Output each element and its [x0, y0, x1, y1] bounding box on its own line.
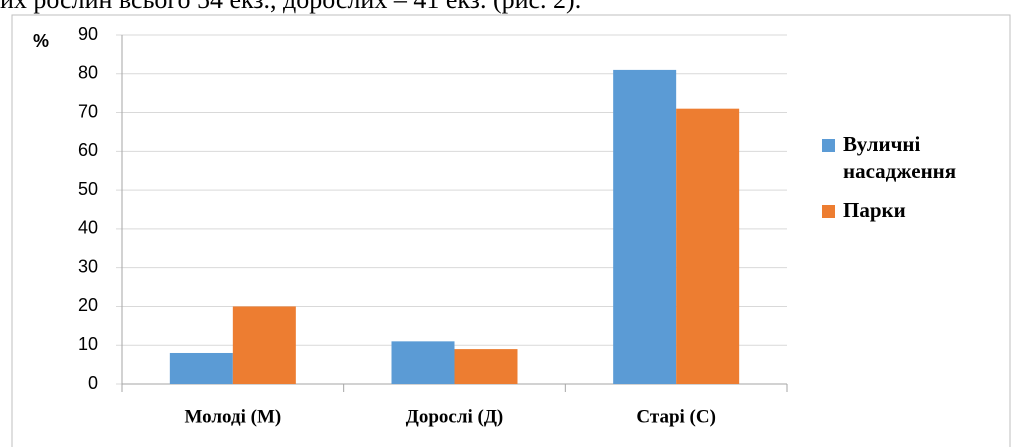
y-tick-label: 70 — [78, 101, 98, 121]
bar — [454, 349, 518, 384]
bar — [391, 341, 455, 384]
y-axis-label: % — [33, 31, 49, 51]
legend-swatch — [822, 205, 835, 218]
y-tick-label: 60 — [78, 140, 98, 160]
x-tick-label: Молоді (М) — [184, 406, 281, 427]
y-tick-label: 10 — [78, 334, 98, 354]
y-tick-label: 90 — [78, 24, 98, 44]
legend-item: Парки — [822, 197, 1013, 224]
legend-item: Вуличні насадження — [822, 131, 1013, 185]
legend-swatch — [822, 139, 835, 152]
document-text: их рослин всього 54 екз., дорослих – 41 … — [0, 0, 581, 14]
chart-frame — [11, 14, 1011, 447]
y-tick-label: 80 — [78, 63, 98, 83]
bar — [232, 306, 296, 384]
y-tick-label: 0 — [88, 373, 98, 393]
x-tick-label: Дорослі (Д) — [406, 406, 504, 427]
y-tick-label: 20 — [78, 295, 98, 315]
bar — [169, 352, 233, 384]
y-tick-label: 40 — [78, 218, 98, 238]
y-tick-label: 30 — [78, 256, 98, 276]
y-tick-label: 50 — [78, 179, 98, 199]
legend-label: Вуличні насадження — [843, 132, 957, 183]
bar — [676, 108, 740, 384]
legend-label: Парки — [843, 198, 906, 222]
x-tick-label: Старі (С) — [636, 406, 716, 427]
bar — [613, 69, 677, 385]
